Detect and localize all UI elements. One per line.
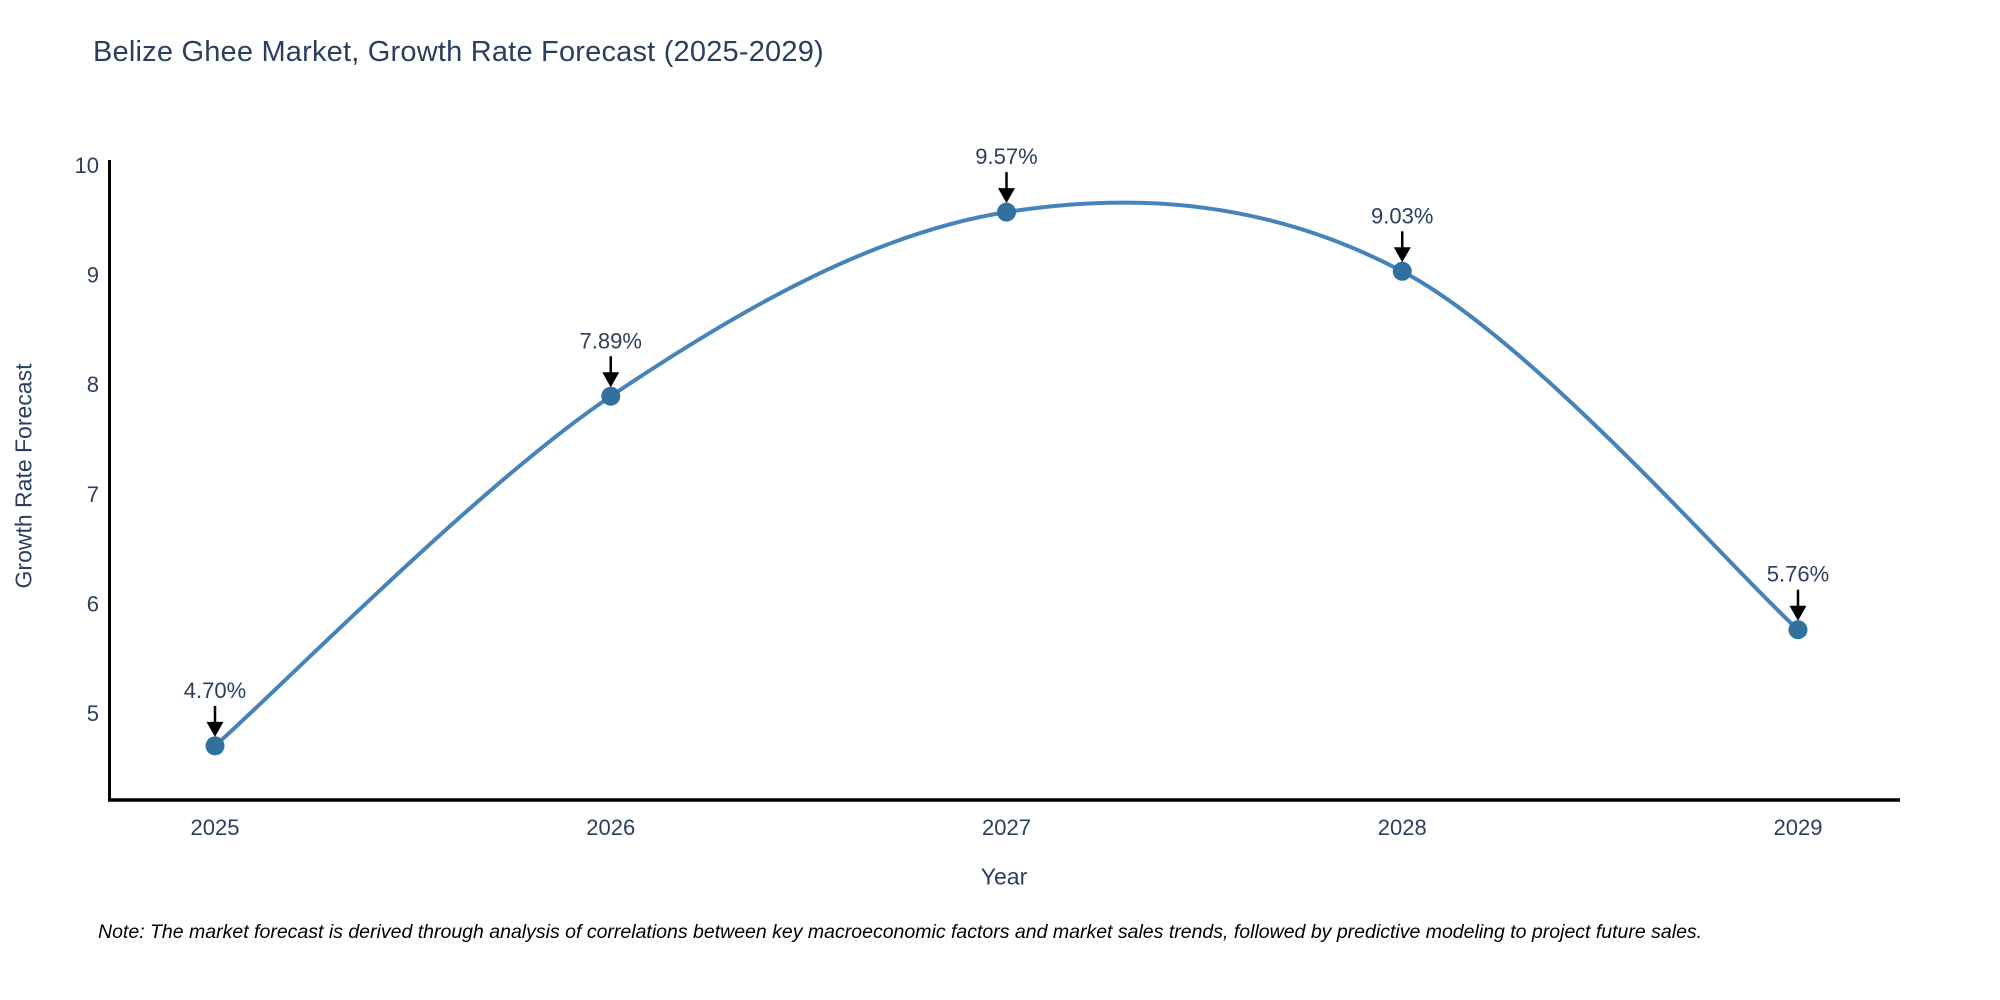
data-point-marker[interactable] (601, 386, 621, 406)
data-point-marker[interactable] (997, 202, 1016, 222)
annotation-arrowhead-icon (1789, 605, 1807, 621)
y-tick-label: 8 (87, 372, 99, 397)
point-annotation-label: 9.03% (1371, 203, 1433, 228)
data-point-marker[interactable] (1392, 261, 1412, 281)
annotation-arrowhead-icon (998, 188, 1015, 204)
y-tick-label: 6 (87, 591, 99, 616)
y-tick-label: 10 (75, 153, 99, 178)
footnote: Note: The market forecast is derived thr… (98, 921, 1703, 943)
y-tick-label: 5 (87, 701, 99, 726)
point-annotation-label: 4.70% (184, 678, 246, 703)
y-tick-label: 9 (87, 263, 99, 288)
chart-title: Belize Ghee Market, Growth Rate Forecast… (93, 36, 824, 68)
point-annotation-label: 9.57% (975, 144, 1037, 169)
x-tick-label: 2026 (586, 815, 635, 840)
x-tick-label: 2027 (982, 815, 1031, 840)
annotation-arrowhead-icon (206, 721, 224, 737)
annotation-arrowhead-icon (602, 372, 620, 388)
data-point-marker[interactable] (205, 736, 225, 756)
y-tick-label: 7 (87, 482, 99, 507)
trend-line (213, 200, 1800, 748)
x-tick-label: 2029 (1774, 815, 1823, 840)
point-annotation-label: 7.89% (580, 328, 642, 353)
data-point-marker[interactable] (1788, 620, 1808, 640)
x-axis-title: Year (980, 863, 1028, 890)
x-tick-label: 2028 (1378, 815, 1427, 840)
point-annotation-label: 5.76% (1767, 562, 1829, 587)
x-tick-label: 2025 (191, 815, 240, 840)
annotation-arrowhead-icon (1393, 247, 1411, 263)
